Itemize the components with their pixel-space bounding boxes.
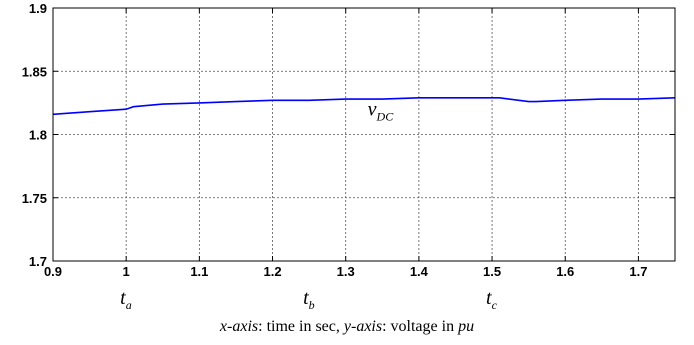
caption-x-axis: x-axis — [219, 318, 259, 335]
time-marker-ta: ta — [120, 287, 132, 312]
y-tick-label: 1.9 — [29, 1, 47, 16]
x-tick-label: 1 — [123, 264, 130, 279]
y-tick-labels: 1.7 1.75 1.8 1.85 1.9 — [22, 1, 47, 269]
caption-voltage-text: : voltage in — [382, 318, 459, 335]
y-tick-label: 1.85 — [22, 64, 47, 79]
figure-caption: x-axis: time in sec, y-axis: voltage in … — [0, 318, 694, 336]
y-tick-label: 1.75 — [22, 191, 47, 206]
x-tick-label: 1.2 — [263, 264, 281, 279]
plot-frame — [52, 7, 676, 262]
x-tick-label: 1.3 — [337, 264, 355, 279]
caption-y-axis: y-axis — [343, 318, 383, 335]
series-layer — [52, 97, 676, 116]
time-markers: ta tb tc — [120, 287, 497, 312]
time-marker-subscript: a — [126, 298, 132, 312]
x-tick-label: 1.5 — [483, 264, 501, 279]
y-tick-label: 1.7 — [29, 254, 47, 269]
x-tick-label: 1.4 — [410, 264, 429, 279]
x-tick-label: 1.1 — [190, 264, 208, 279]
time-marker-tc: tc — [486, 287, 498, 312]
x-tick-label: 1.6 — [556, 264, 574, 279]
annotation-subscript: DC — [376, 110, 395, 124]
x-tick-label: 0.9 — [44, 264, 62, 279]
time-marker-subscript: c — [492, 298, 498, 312]
caption-pu: pu — [458, 318, 475, 335]
x-tick-label: 1.7 — [629, 264, 647, 279]
plot-area — [53, 8, 675, 261]
y-tick-label: 1.8 — [29, 128, 47, 143]
caption-time-text: : time in sec, — [258, 318, 344, 335]
x-tick-labels: 0.9 1 1.1 1.2 1.3 1.4 1.5 1.6 1.7 — [44, 264, 647, 279]
series-line-vdc — [52, 97, 676, 116]
time-marker-subscript: b — [309, 298, 315, 312]
time-marker-tb: tb — [303, 287, 315, 312]
